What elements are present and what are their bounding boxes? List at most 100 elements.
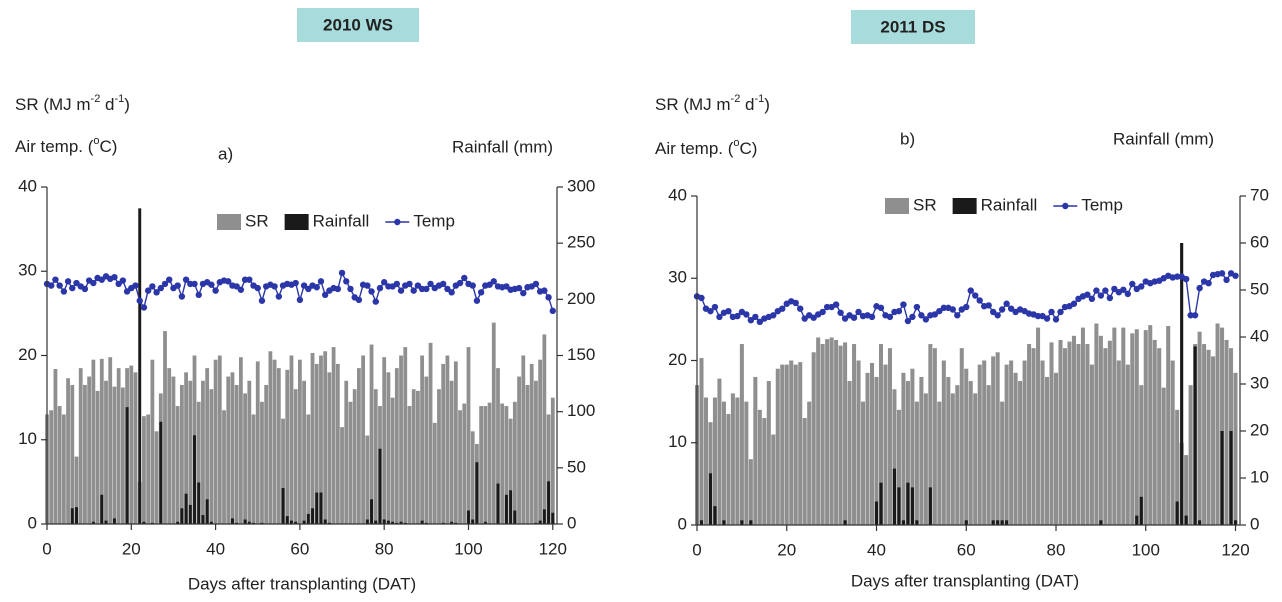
temp-point — [1106, 294, 1114, 302]
temp-point — [770, 312, 777, 319]
sr-bar — [133, 372, 138, 524]
rain-bar — [247, 521, 251, 524]
temp-point — [756, 318, 764, 326]
title-box — [297, 8, 419, 42]
temp-point — [212, 287, 219, 294]
temp-point — [376, 284, 384, 292]
sr-bar — [905, 381, 910, 525]
sr-bar — [1139, 385, 1144, 525]
temp-point — [1196, 284, 1203, 292]
sr-bar — [83, 384, 87, 524]
temp-point — [698, 294, 705, 302]
temp-point — [166, 276, 173, 283]
temp-point — [338, 269, 346, 277]
temp-point — [868, 313, 876, 321]
temp-point — [313, 284, 320, 291]
sr-bar — [466, 347, 471, 524]
temp-point — [998, 306, 1006, 313]
temp-point — [823, 303, 831, 311]
temp-point — [52, 276, 59, 283]
sr-bar — [856, 360, 861, 525]
rain-bar — [294, 521, 298, 524]
rain-bar — [302, 520, 306, 524]
rain-bar — [509, 490, 513, 524]
rain-bar — [315, 492, 319, 524]
temp-point — [334, 285, 342, 293]
temp-point — [296, 296, 304, 304]
sr-bar — [1197, 331, 1202, 525]
panel-label: b) — [900, 129, 915, 148]
sr-bar — [1098, 335, 1103, 525]
sr-bar — [70, 384, 75, 524]
sr-bar — [394, 368, 399, 524]
sr-bar — [504, 406, 509, 524]
rain-bar — [928, 487, 932, 525]
rain-bar — [740, 520, 744, 525]
sr-bar — [1089, 364, 1094, 525]
temp-point — [1223, 276, 1230, 284]
sr-bar — [775, 368, 780, 525]
sr-bar — [78, 368, 83, 524]
rain-bar — [910, 487, 914, 525]
sr-bar — [306, 414, 311, 524]
temp-point — [711, 303, 719, 311]
y2-tick-label: 50 — [567, 457, 586, 476]
temp-point — [161, 280, 169, 288]
sr-bar — [243, 393, 247, 524]
temp-point — [372, 298, 379, 305]
temp-point — [195, 291, 202, 299]
y2-tick-label: 0 — [1250, 514, 1259, 533]
temp-point — [1048, 308, 1055, 316]
temp-point — [797, 305, 804, 312]
temp-point — [1003, 300, 1010, 307]
temp-point — [545, 294, 552, 301]
sr-bar — [1076, 344, 1081, 525]
temp-point — [1007, 305, 1015, 312]
rain-bar — [1135, 515, 1139, 525]
temp-point — [64, 278, 72, 285]
sr-bar — [437, 389, 441, 524]
temp-point — [225, 278, 232, 285]
sr-bar — [699, 358, 704, 525]
sr-bar — [973, 393, 978, 525]
temp-point — [1084, 291, 1091, 298]
rain-bar — [386, 520, 390, 524]
temp-point — [461, 274, 468, 282]
sr-bar — [941, 360, 946, 525]
rain-bar — [901, 520, 906, 525]
x-tick-label: 80 — [1047, 540, 1066, 559]
temp-point — [439, 280, 447, 288]
sr-bar — [302, 380, 307, 524]
sr-bar — [883, 364, 888, 525]
rain-bar — [471, 519, 475, 524]
sr-bar — [57, 406, 62, 524]
sr-bar — [390, 397, 395, 524]
label-part: Air temp. ( — [15, 137, 94, 156]
sr-bar — [441, 363, 446, 524]
rain-bar — [879, 482, 883, 525]
rain-bar — [197, 482, 201, 524]
sr-bar — [289, 355, 294, 524]
sr-bar — [201, 380, 205, 524]
sr-bar — [445, 355, 450, 524]
sr-bar — [323, 351, 328, 524]
rain-bar — [176, 521, 180, 524]
sr-bar — [1215, 323, 1220, 525]
sr-bar — [919, 376, 924, 525]
x-axis-label: Days after transplanting (DAT) — [188, 574, 416, 593]
sr-bar — [407, 406, 412, 524]
sr-bar — [1000, 401, 1005, 525]
sr-bar — [281, 418, 285, 524]
sr-bar — [784, 364, 789, 525]
label-part: C) — [740, 139, 758, 158]
sr-bar — [726, 413, 731, 525]
sr-bar — [977, 364, 982, 525]
rain-bar — [1139, 496, 1143, 525]
sr-bar — [1161, 387, 1166, 525]
sr-bar — [869, 362, 875, 525]
temp-point — [532, 280, 540, 288]
legend-label: Temp — [1081, 195, 1123, 214]
sr-bar — [995, 352, 1000, 525]
temp-point — [743, 311, 750, 318]
sr-bar — [703, 397, 708, 525]
